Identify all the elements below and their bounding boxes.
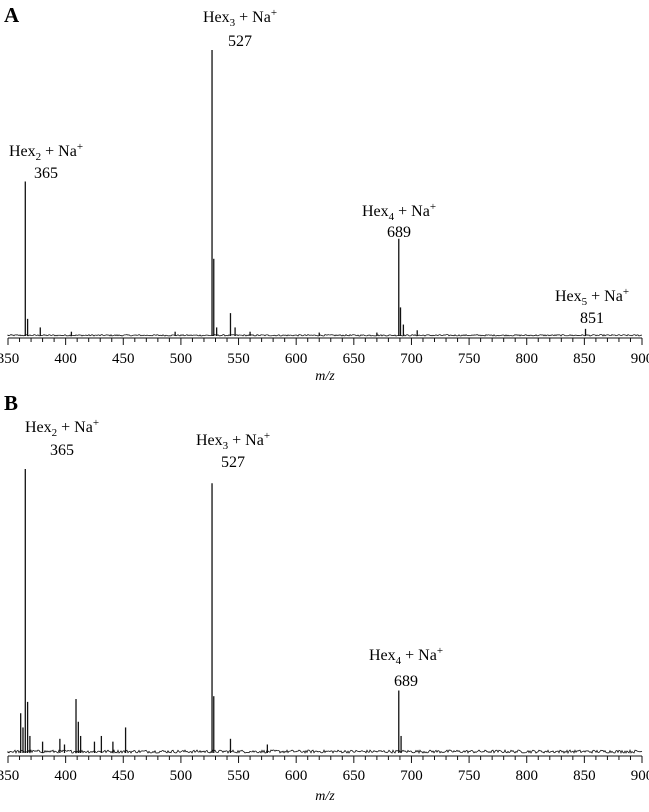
peak-annotation-value: 851 <box>580 310 604 327</box>
x-axis-title: m/z <box>315 369 335 384</box>
x-tick-label: 400 <box>54 768 77 784</box>
x-tick-label: 500 <box>170 351 193 367</box>
peak-annotation-value: 689 <box>387 224 411 241</box>
peak-annotation-label: Hex3 + Na+ <box>203 7 277 29</box>
panel-label: A <box>4 3 20 27</box>
x-tick-label: 800 <box>515 768 538 784</box>
peak-annotation-value: 689 <box>394 673 418 690</box>
x-tick-label: 700 <box>400 768 423 784</box>
x-tick-label: 450 <box>112 768 135 784</box>
x-tick-label: 400 <box>54 351 77 367</box>
peak-annotation-label: Hex4 + Na+ <box>362 201 436 223</box>
x-tick-label: 350 <box>0 351 19 367</box>
spectrum-panel-b: B 350 400 450 500 550 600 650 700 750 800 850 900 m/z… <box>0 391 649 804</box>
peak-annotation-label: Hex5 + Na+ <box>555 286 629 308</box>
x-tick-label: 500 <box>170 768 193 784</box>
x-tick-label: 550 <box>227 351 250 367</box>
x-tick-label: 850 <box>573 768 596 784</box>
x-tick-label: 550 <box>227 768 250 784</box>
x-tick-label: 350 <box>0 768 19 784</box>
x-tick-label: 600 <box>285 351 308 367</box>
peak-annotation-label: Hex3 + Na+ <box>196 430 270 452</box>
peak-annotation-label: Hex2 + Na+ <box>9 141 83 163</box>
x-tick-label: 650 <box>343 768 366 784</box>
peak-annotation-value: 365 <box>34 165 58 182</box>
spectrum-panel-a: A 350 400 450 500 550 600 650 700 750 800 850 900 m/z… <box>0 3 649 384</box>
x-tick-label: 750 <box>458 351 481 367</box>
peak-annotation-value: 527 <box>221 454 245 471</box>
panel-label: B <box>4 391 18 415</box>
x-tick-label: 900 <box>631 351 649 367</box>
x-tick-label: 700 <box>400 351 423 367</box>
x-tick-label: 900 <box>631 768 649 784</box>
x-tick-label: 750 <box>458 768 481 784</box>
peak-annotation-label: Hex2 + Na+ <box>25 417 99 439</box>
baseline-noise <box>7 334 643 337</box>
x-axis-title: m/z <box>315 789 335 804</box>
x-tick-label: 600 <box>285 768 308 784</box>
peak-annotation-value: 527 <box>228 33 252 50</box>
peak-annotation-value: 365 <box>50 442 74 459</box>
x-tick-label: 650 <box>343 351 366 367</box>
baseline-noise <box>7 749 643 755</box>
x-tick-label: 800 <box>515 351 538 367</box>
x-tick-label: 850 <box>573 351 596 367</box>
peak-annotation-label: Hex4 + Na+ <box>369 645 443 667</box>
x-tick-label: 450 <box>112 351 135 367</box>
